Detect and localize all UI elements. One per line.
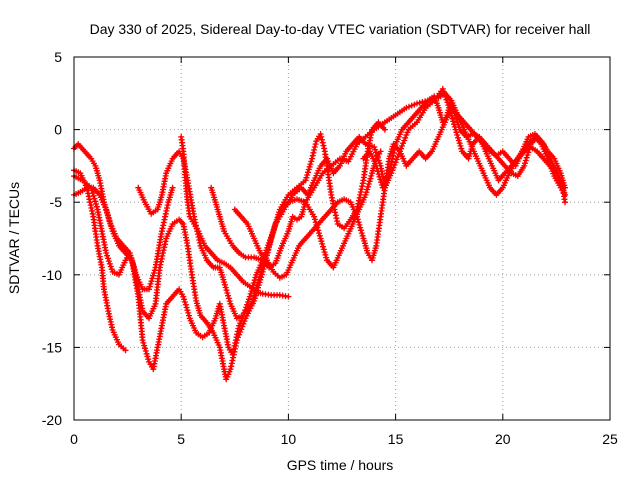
x-tick-label: 25 (602, 431, 618, 447)
series-markers (178, 133, 292, 300)
y-tick-label: -5 (50, 194, 63, 210)
series-track-9 (360, 93, 568, 198)
series-track-7 (208, 148, 384, 271)
y-axis-label: SDTVAR / TECUs (6, 182, 22, 294)
x-tick-label: 15 (388, 431, 404, 447)
y-tick-label: 5 (54, 49, 62, 65)
series-markers (360, 93, 568, 198)
y-tick-label: -10 (42, 267, 62, 283)
series-markers (71, 85, 568, 373)
x-tick-labels: 0 5 10 15 20 25 (70, 431, 618, 447)
series-trace (72, 87, 567, 371)
x-tick-label: 10 (281, 431, 297, 447)
y-tick-label: 0 (54, 122, 62, 138)
series-track-3 (71, 85, 568, 373)
x-tick-label: 5 (177, 431, 185, 447)
y-tick-labels: -20 -15 -10 -5 0 5 (42, 49, 62, 428)
x-tick-label: 20 (495, 431, 511, 447)
chart-title: Day 330 of 2025, Sidereal Day-to-day VTE… (90, 21, 591, 37)
series-markers (208, 148, 384, 271)
y-tick-label: -15 (42, 339, 62, 355)
x-tick-label: 0 (70, 431, 78, 447)
plot-area-frame (73, 56, 611, 421)
y-tick-label: -20 (42, 412, 62, 428)
x-axis-label: GPS time / hours (287, 457, 394, 473)
data-series (71, 85, 568, 383)
axis-ticks (73, 56, 611, 421)
series-track-6 (178, 133, 292, 300)
